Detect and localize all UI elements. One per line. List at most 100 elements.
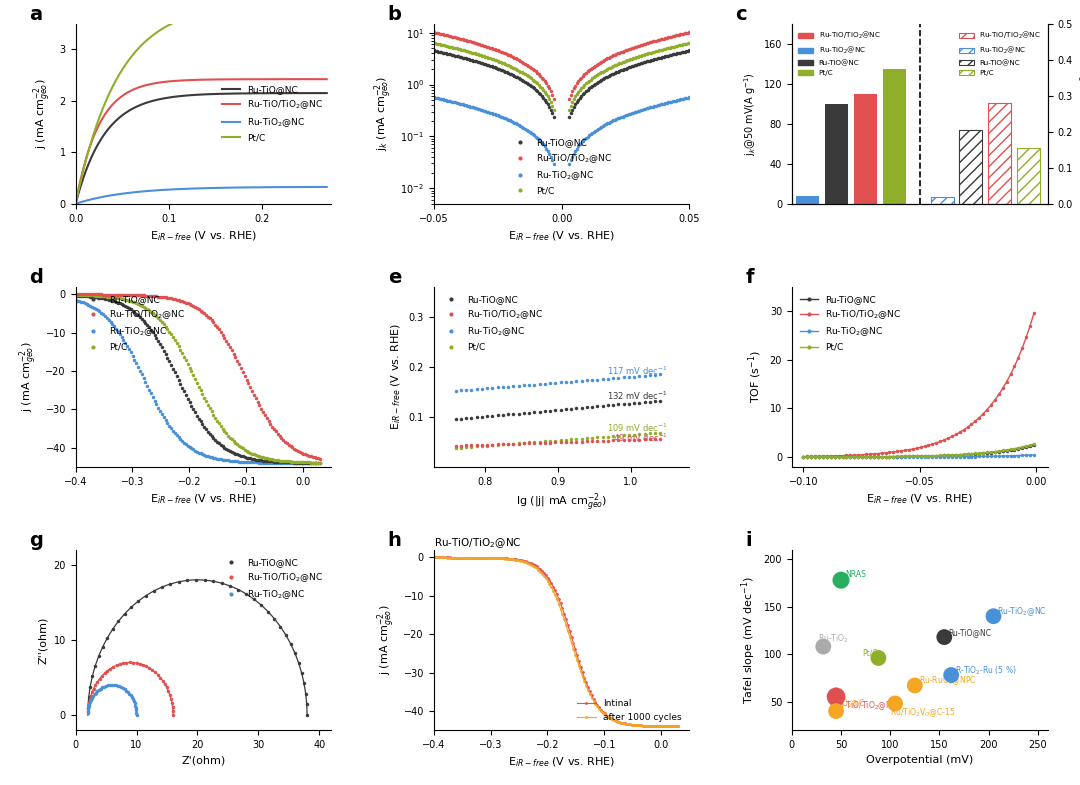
Ru-TiO$_2$@NC bbox=[222, 183, 235, 192]
Bar bbox=[882, 68, 906, 204]
Text: Ru-TiO/TiO$_2$@NC: Ru-TiO/TiO$_2$@NC bbox=[833, 699, 899, 712]
Ru-TiO$_2$@NC bbox=[321, 182, 334, 192]
Text: Pt/C: Pt/C bbox=[863, 648, 878, 657]
Ru-TiO$_2$@NC bbox=[297, 182, 310, 192]
Pt/C bbox=[70, 195, 83, 205]
after 1000 cycles bbox=[656, 721, 669, 731]
Line: after 1000 cycles: after 1000 cycles bbox=[432, 556, 679, 728]
Ru-TiO/TiO$_2$@NC bbox=[218, 75, 231, 84]
Text: f: f bbox=[746, 268, 754, 287]
after 1000 cycles bbox=[521, 558, 534, 568]
X-axis label: E$_{iR-free}$ (V vs. RHE): E$_{iR-free}$ (V vs. RHE) bbox=[508, 755, 616, 769]
Pt/C bbox=[218, 4, 231, 13]
Ru-TiO$_2$@NC bbox=[69, 199, 82, 209]
Text: R-TiO$_2$-Ru (5 %): R-TiO$_2$-Ru (5 %) bbox=[955, 664, 1017, 677]
Ru-TiO$_2$@NC bbox=[218, 183, 231, 192]
X-axis label: E$_{iR-free}$ (V vs. RHE): E$_{iR-free}$ (V vs. RHE) bbox=[150, 492, 257, 506]
Ru-TiO@NC bbox=[69, 199, 82, 209]
Point bbox=[935, 631, 953, 644]
Text: 109 mV dec$^{-1}$: 109 mV dec$^{-1}$ bbox=[607, 422, 667, 434]
after 1000 cycles bbox=[672, 721, 685, 731]
Pt/C bbox=[281, 0, 294, 9]
Ru-TiO/TiO$_2$@NC bbox=[218, 75, 231, 84]
Ru-TiO@NC bbox=[218, 89, 231, 98]
Ru-TiO/TiO$_2$@NC bbox=[69, 199, 82, 209]
after 1000 cycles bbox=[488, 553, 501, 563]
Text: 49 mV dec$^{-1}$: 49 mV dec$^{-1}$ bbox=[612, 432, 667, 444]
Ru-TiO$_2$@NC bbox=[70, 199, 83, 208]
Text: d: d bbox=[29, 268, 43, 287]
Pt/C bbox=[321, 0, 334, 8]
after 1000 cycles bbox=[657, 721, 670, 731]
Y-axis label: J$_0$-ECSA (mA cm$^{-2}_{metal}$): J$_0$-ECSA (mA cm$^{-2}_{metal}$) bbox=[1078, 62, 1080, 166]
Text: h: h bbox=[388, 531, 402, 550]
X-axis label: E$_{iR-free}$ (V vs. RHE): E$_{iR-free}$ (V vs. RHE) bbox=[866, 492, 973, 506]
Text: Ru-RuO$_2$@NPC: Ru-RuO$_2$@NPC bbox=[919, 674, 976, 688]
Ru-TiO@NC bbox=[321, 89, 334, 98]
Legend: Ru-TiO@NC, Ru-TiO/TiO$_2$@NC, Ru-TiO$_2$@NC: Ru-TiO@NC, Ru-TiO/TiO$_2$@NC, Ru-TiO$_2$… bbox=[218, 554, 327, 605]
Y-axis label: E$_{iR-free}$ (V vs. RHE): E$_{iR-free}$ (V vs. RHE) bbox=[390, 323, 403, 430]
Ru-TiO@NC bbox=[218, 89, 231, 98]
Y-axis label: Tafel slope (mV dec$^{-1}$): Tafel slope (mV dec$^{-1}$) bbox=[740, 576, 758, 704]
Y-axis label: j (mA cm$^{-2}_{geo}$): j (mA cm$^{-2}_{geo}$) bbox=[376, 604, 397, 675]
Legend: Intinal, after 1000 cycles: Intinal, after 1000 cycles bbox=[573, 696, 685, 725]
Bar bbox=[854, 93, 877, 204]
after 1000 cycles bbox=[481, 553, 494, 562]
Ru-TiO$_2$@NC bbox=[218, 183, 231, 192]
Ru-TiO/TiO$_2$@NC bbox=[222, 75, 235, 84]
Intinal bbox=[672, 721, 685, 731]
Pt/C bbox=[69, 199, 82, 209]
Intinal bbox=[481, 553, 494, 562]
Point bbox=[985, 610, 1002, 623]
Ru-TiO@NC bbox=[70, 196, 83, 206]
Y-axis label: j (mA cm$^{-2}_{geo}$): j (mA cm$^{-2}_{geo}$) bbox=[32, 78, 54, 149]
Pt/C bbox=[297, 0, 310, 9]
Intinal bbox=[521, 557, 534, 567]
X-axis label: E$_{iR-free}$ (V vs. RHE): E$_{iR-free}$ (V vs. RHE) bbox=[150, 229, 257, 243]
X-axis label: E$_{iR-free}$ (V vs. RHE): E$_{iR-free}$ (V vs. RHE) bbox=[508, 229, 616, 243]
Point bbox=[833, 574, 850, 586]
Text: RuO$_2$@C: RuO$_2$@C bbox=[832, 697, 865, 710]
Line: Intinal: Intinal bbox=[432, 556, 679, 728]
Legend: Ru-TiO/TiO$_2$@NC, Ru-TiO$_2$@NC, Ru-TiO@NC, Pt/C: Ru-TiO/TiO$_2$@NC, Ru-TiO$_2$@NC, Ru-TiO… bbox=[796, 27, 883, 78]
Point bbox=[943, 669, 960, 681]
Ru-TiO/TiO$_2$@NC bbox=[321, 75, 334, 84]
Point bbox=[814, 641, 832, 653]
Line: Ru-TiO$_2$@NC: Ru-TiO$_2$@NC bbox=[76, 187, 327, 204]
Intinal bbox=[428, 553, 441, 562]
Text: 117 mV dec$^{-1}$: 117 mV dec$^{-1}$ bbox=[607, 365, 667, 378]
Point bbox=[827, 691, 845, 703]
Text: Ru-TiO/TiO$_2$@NC: Ru-TiO/TiO$_2$@NC bbox=[434, 536, 522, 550]
Intinal bbox=[657, 721, 670, 731]
Bar bbox=[931, 197, 954, 204]
Line: Pt/C: Pt/C bbox=[76, 3, 327, 204]
Text: NRAS: NRAS bbox=[845, 571, 866, 579]
Ru-TiO$_2$@NC bbox=[281, 182, 294, 192]
after 1000 cycles bbox=[440, 553, 453, 562]
Text: Ru/TiO$_2$V$_O$@C-15: Ru/TiO$_2$V$_O$@C-15 bbox=[890, 706, 956, 719]
Legend: Ru-TiO@NC, Ru-TiO/TiO$_2$@NC, Ru-TiO$_2$@NC, Pt/C: Ru-TiO@NC, Ru-TiO/TiO$_2$@NC, Ru-TiO$_2$… bbox=[796, 291, 905, 356]
Ru-TiO@NC bbox=[222, 89, 235, 98]
X-axis label: Overpotential (mV): Overpotential (mV) bbox=[866, 755, 973, 765]
Legend: Ru-TiO@NC, Ru-TiO/TiO$_2$@NC, Ru-TiO$_2$@NC, Pt/C: Ru-TiO@NC, Ru-TiO/TiO$_2$@NC, Ru-TiO$_2$… bbox=[218, 82, 327, 146]
Line: Ru-TiO/TiO$_2$@NC: Ru-TiO/TiO$_2$@NC bbox=[76, 79, 327, 204]
Point bbox=[827, 705, 845, 717]
Bar bbox=[825, 104, 848, 204]
Point bbox=[827, 691, 845, 703]
Ru-TiO/TiO$_2$@NC bbox=[70, 195, 83, 204]
Point bbox=[887, 697, 904, 710]
Line: Ru-TiO@NC: Ru-TiO@NC bbox=[76, 93, 327, 204]
Legend: Ru-TiO@NC, Ru-TiO/TiO$_2$@NC, Ru-TiO$_2$@NC, Pt/C: Ru-TiO@NC, Ru-TiO/TiO$_2$@NC, Ru-TiO$_2$… bbox=[508, 135, 616, 199]
Text: g: g bbox=[29, 531, 43, 550]
Pt/C bbox=[222, 4, 235, 13]
Text: c: c bbox=[735, 5, 747, 24]
Intinal bbox=[488, 553, 501, 563]
Ru-TiO@NC bbox=[297, 89, 310, 98]
Text: Ru-TiO@NC: Ru-TiO@NC bbox=[948, 628, 991, 637]
Y-axis label: j$_k$@50 mV(A g$^{-1}$): j$_k$@50 mV(A g$^{-1}$) bbox=[742, 71, 758, 155]
Bar bbox=[988, 103, 1011, 204]
Point bbox=[869, 652, 887, 664]
Text: b: b bbox=[388, 5, 402, 24]
X-axis label: lg (|j| mA cm$^{-2}_{geo}$): lg (|j| mA cm$^{-2}_{geo}$) bbox=[516, 492, 607, 514]
Point bbox=[906, 679, 923, 692]
